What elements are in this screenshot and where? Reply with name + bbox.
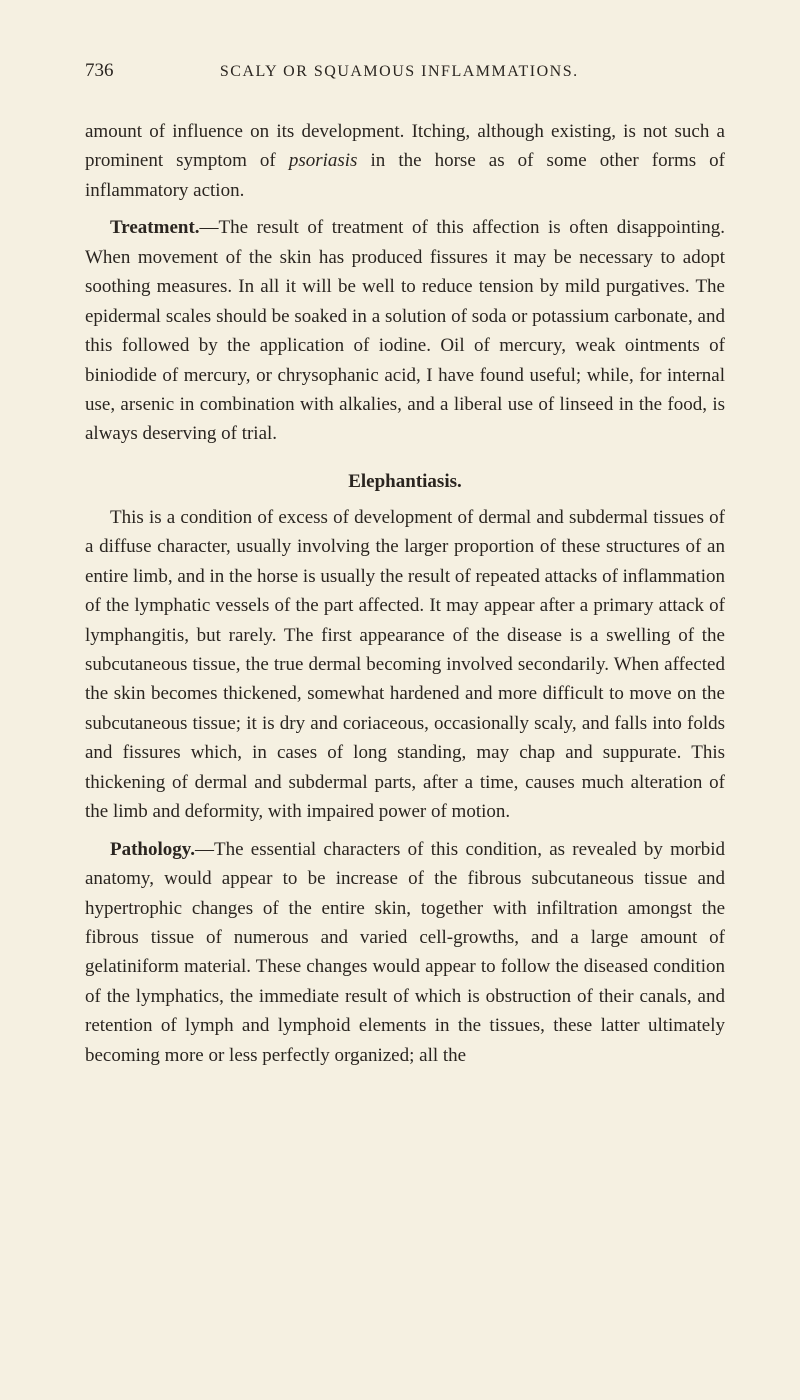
treatment-body: —The result of treatment of this affecti… bbox=[85, 217, 725, 444]
p1-italic-term: psoriasis bbox=[289, 150, 358, 171]
paragraph-3: This is a condition of excess of develop… bbox=[85, 503, 725, 827]
paragraph-4: Pathology.—The essential characters of t… bbox=[85, 835, 725, 1071]
paragraph-2: Treatment.—The result of treatment of th… bbox=[85, 213, 725, 449]
section-heading-elephantiasis: Elephantiasis. bbox=[85, 471, 725, 493]
pathology-lead: Pathology. bbox=[110, 839, 195, 860]
running-head: SCALY OR SQUAMOUS INFLAMMATIONS. bbox=[114, 63, 686, 81]
paragraph-1: amount of influence on its development. … bbox=[85, 117, 725, 205]
page-header: 736 SCALY OR SQUAMOUS INFLAMMATIONS. bbox=[85, 60, 725, 82]
treatment-lead: Treatment. bbox=[110, 217, 200, 238]
page-number: 736 bbox=[85, 60, 114, 82]
book-page: 736 SCALY OR SQUAMOUS INFLAMMATIONS. amo… bbox=[0, 0, 800, 1400]
pathology-body: —The essential characters of this condit… bbox=[85, 839, 725, 1066]
